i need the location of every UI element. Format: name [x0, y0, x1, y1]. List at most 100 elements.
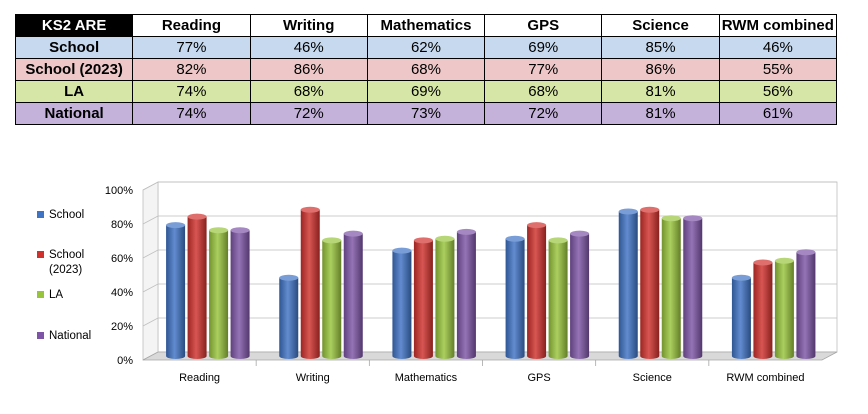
table-row: National 74% 72% 73% 72% 81% 61%: [14, 102, 838, 125]
y-tick-label: 0%: [117, 355, 133, 367]
gridline: [142, 249, 837, 259]
x-tick-label: GPS: [527, 372, 550, 384]
x-tick-label: Writing: [296, 372, 330, 384]
legend-item: School (2023): [37, 249, 84, 276]
legend-label: School (2023): [49, 249, 84, 276]
table-cell: 86%: [601, 58, 720, 81]
table-cell: 61%: [718, 102, 838, 125]
x-axis-ticks: Reading Writing Mathematics GPS Science RWM c…: [179, 360, 804, 384]
table-cell: 68%: [484, 80, 603, 103]
table-cell: 81%: [601, 102, 720, 125]
bar: [343, 230, 363, 359]
bar: [322, 237, 342, 359]
chart-grid: [142, 181, 838, 361]
legend-item: LA: [37, 289, 63, 301]
bar: [187, 213, 207, 359]
table-cell: 69%: [484, 36, 603, 59]
table-cell: 81%: [601, 80, 720, 103]
table-corner-label: KS2 ARE: [14, 14, 134, 37]
bar: [392, 247, 412, 359]
x-tick-label: RWM combined: [726, 372, 804, 384]
column-header-rwm-combined: RWM combined: [718, 14, 838, 37]
gridline: [142, 317, 837, 327]
table-cell: 56%: [718, 80, 838, 103]
column-header-mathematics: Mathematics: [366, 14, 486, 37]
row-label: National: [14, 102, 134, 125]
table-row: LA 74% 68% 69% 68% 81% 56%: [14, 80, 838, 103]
table-cell: 82%: [132, 58, 251, 81]
bar: [505, 235, 525, 359]
gridline: [142, 181, 837, 191]
bar: [279, 274, 299, 359]
table-cell: 62%: [366, 36, 486, 59]
bar: [548, 237, 568, 359]
column-header-gps: GPS: [484, 14, 603, 37]
table-row: School 77% 46% 62% 69% 85% 46%: [14, 36, 838, 59]
bar: [413, 237, 433, 359]
legend-label: School: [49, 209, 84, 221]
gridline: [142, 215, 837, 225]
row-label: LA: [14, 80, 134, 103]
table-cell: 74%: [132, 80, 251, 103]
column-header-writing: Writing: [249, 14, 368, 37]
y-tick-label: 60%: [111, 253, 133, 265]
bar: [435, 235, 455, 359]
table-cell: 68%: [249, 80, 368, 103]
bar: [640, 206, 660, 359]
bar: [300, 206, 320, 359]
bar: [618, 208, 638, 359]
y-axis-ticks: 0% 20% 40% 60% 80% 100%: [105, 185, 133, 367]
y-tick-label: 20%: [111, 321, 133, 333]
legend-swatch: [37, 291, 44, 298]
table-cell: 85%: [601, 36, 720, 59]
table-cell: 69%: [366, 80, 486, 103]
bar: [527, 222, 547, 359]
table-cell: 68%: [366, 58, 486, 81]
row-label: School (2023): [14, 58, 134, 81]
table-cell: 72%: [249, 102, 368, 125]
table-cell: 77%: [484, 58, 603, 81]
table-cell: 73%: [366, 102, 486, 125]
x-tick-label: Science: [633, 372, 672, 384]
legend-item: National: [37, 330, 91, 342]
bar-chart: 0% 20% 40% 60% 80% 100% Reading Writing Mathema…: [37, 181, 838, 384]
bar: [796, 249, 816, 359]
bar: [731, 274, 751, 359]
chart-legend: School School (2023) LA National: [37, 209, 91, 342]
legend-label: LA: [49, 289, 63, 301]
gridline: [142, 283, 837, 293]
table-cell: 86%: [249, 58, 368, 81]
plot-back-wall: [157, 181, 838, 353]
bar: [209, 227, 229, 359]
y-tick-label: 80%: [111, 219, 133, 231]
y-tick-label: 100%: [105, 185, 133, 197]
table-cell: 55%: [718, 58, 838, 81]
legend-swatch: [37, 251, 44, 258]
bar: [753, 259, 773, 359]
plot-side-wall: [142, 181, 159, 361]
x-tick-label: Mathematics: [395, 372, 458, 384]
bar: [456, 228, 476, 359]
bar: [683, 215, 703, 359]
header-row: KS2 ARE Reading Writing Mathematics GPS …: [14, 14, 838, 37]
legend-label: National: [49, 330, 91, 342]
legend-swatch: [37, 211, 44, 218]
row-label: School: [14, 36, 134, 59]
column-header-science: Science: [601, 14, 720, 37]
bar: [570, 230, 590, 359]
column-header-reading: Reading: [132, 14, 251, 37]
bar: [230, 227, 250, 359]
legend-swatch: [37, 332, 44, 339]
table-cell: 74%: [132, 102, 251, 125]
chart-bars: [166, 206, 816, 359]
table-cell: 72%: [484, 102, 603, 125]
results-table: KS2 ARE Reading Writing Mathematics GPS …: [14, 14, 838, 125]
legend-item: School: [37, 209, 84, 221]
bar: [774, 257, 794, 359]
x-tick-label: Reading: [179, 372, 220, 384]
table-cell: 46%: [718, 36, 838, 59]
bar: [661, 215, 681, 359]
table-cell: 77%: [132, 36, 251, 59]
table-cell: 46%: [249, 36, 368, 59]
table-row: School (2023) 82% 86% 68% 77% 86% 55%: [14, 58, 838, 81]
